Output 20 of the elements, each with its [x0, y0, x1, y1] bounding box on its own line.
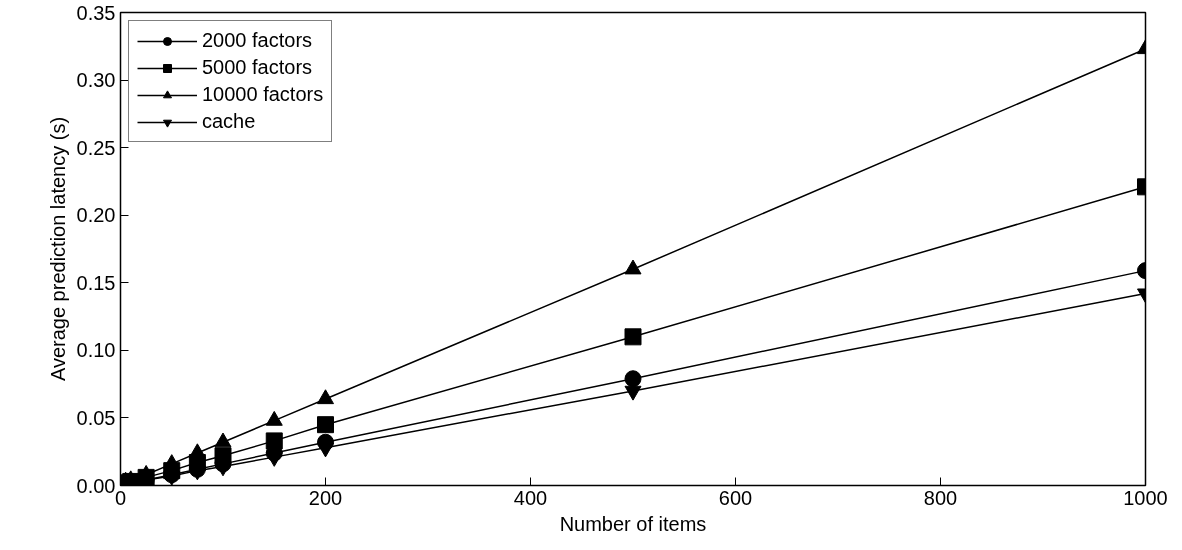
y-tick-label: 0.35: [76, 1, 116, 24]
y-tick-label: 0.30: [76, 69, 116, 92]
y-tick-label: 0.25: [76, 136, 116, 159]
y-tick-label: 0.10: [76, 339, 116, 362]
y-tick-label: 0.20: [76, 204, 116, 227]
x-tick-label: 200: [308, 486, 343, 509]
legend-label: cache: [202, 110, 256, 133]
y-tick-label: 0.15: [76, 271, 116, 294]
x-tick-label: 1000: [1123, 486, 1168, 509]
x-tick-label: 400: [513, 486, 548, 509]
y-axis-title: Average prediction latency (s): [46, 116, 69, 382]
y-tick-label: 0.00: [76, 474, 116, 497]
x-tick-label: 0: [114, 486, 127, 509]
x-axis-title: Number of items: [559, 512, 707, 535]
y-tick-label: 0.05: [76, 406, 116, 429]
x-tick-label: 800: [923, 486, 958, 509]
legend-label: 10000 factors: [202, 83, 324, 106]
x-tick-label: 600: [718, 486, 753, 509]
legend-label: 2000 factors: [202, 29, 313, 52]
legend-label: 5000 factors: [202, 56, 313, 79]
